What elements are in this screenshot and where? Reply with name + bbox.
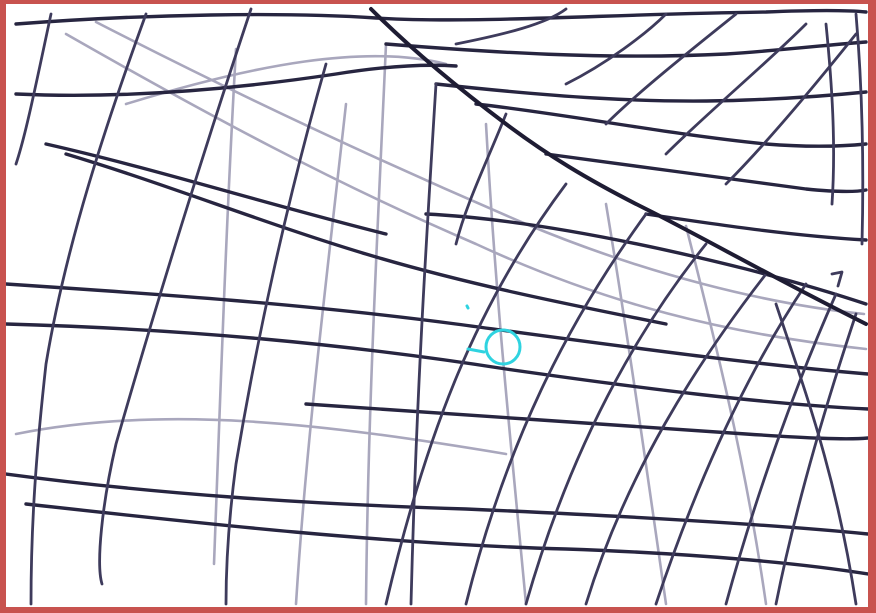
faint-line (484, 122, 528, 606)
target-dot (465, 304, 470, 310)
ink-curve (6, 322, 868, 411)
target-circle (484, 328, 522, 366)
ink-curve (369, 7, 868, 326)
ink-curve (384, 40, 868, 58)
ink-curve (24, 502, 868, 576)
tick-mark (830, 270, 844, 288)
ink-curve (14, 12, 53, 166)
faint-line (94, 20, 866, 316)
ink-curve (384, 182, 568, 606)
faint-line (64, 32, 868, 351)
faint-line (294, 102, 348, 606)
target-tail (466, 347, 486, 354)
ink-curve (44, 142, 388, 236)
faint-line (364, 42, 388, 606)
ink-curve (524, 242, 708, 606)
ink-curve (604, 12, 738, 126)
ink-curve (854, 12, 865, 246)
ink-curve (830, 270, 844, 288)
ink-curve (424, 212, 868, 306)
ink-curve (644, 212, 868, 242)
horizontal-curves (6, 8, 868, 576)
vertical-curves (14, 7, 865, 606)
main-diagonal (369, 7, 868, 326)
ink-curve (304, 402, 868, 441)
ink-curve (464, 212, 648, 606)
ink-curve (6, 472, 868, 536)
ink-curve (544, 152, 868, 194)
ink-curve (474, 102, 868, 148)
ink-curve (454, 112, 508, 246)
ink-curve (224, 62, 328, 606)
ink-curve (584, 272, 768, 606)
ink-curve (14, 63, 458, 97)
ink-curve (409, 82, 438, 606)
ink-curve (98, 7, 253, 586)
ink-curve (29, 12, 148, 606)
hand-drawn-grid (6, 7, 868, 606)
ink-curve (724, 292, 838, 606)
ink-curve (564, 12, 668, 86)
faint-line (684, 224, 768, 606)
ink-curve (14, 8, 868, 26)
faint-line (124, 54, 448, 106)
ink-curve (664, 22, 808, 156)
ink-curve (64, 152, 668, 326)
ink-curve (824, 22, 836, 206)
ink-curve (454, 7, 568, 46)
ink-curve (774, 312, 858, 606)
target-marker (465, 304, 522, 366)
ink-curve (724, 32, 858, 186)
ink-curve (6, 282, 868, 376)
faint-line (604, 202, 668, 606)
ink-curve (774, 302, 858, 606)
